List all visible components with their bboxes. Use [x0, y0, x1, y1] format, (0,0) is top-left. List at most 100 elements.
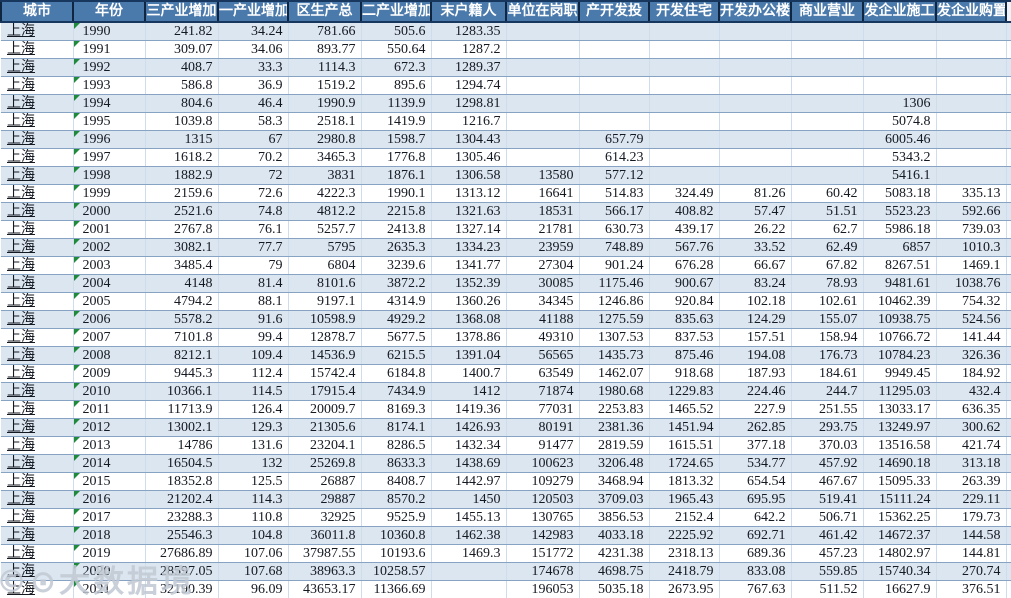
cell-year[interactable]: 2004 — [73, 274, 146, 293]
cell-year[interactable]: 2000 — [73, 202, 146, 221]
cell-value[interactable]: 251.55 — [791, 400, 864, 419]
cell-value[interactable]: 28597.05 — [145, 562, 219, 581]
column-header-10[interactable]: 开发住宅 — [648, 0, 719, 23]
cell-value[interactable]: 8101.6 — [288, 274, 362, 293]
cell-value[interactable]: 1990.9 — [288, 94, 362, 113]
cell-year[interactable]: 2012 — [73, 418, 146, 437]
cell-value[interactable]: 4812.2 — [288, 202, 362, 221]
column-header-5[interactable]: 区生产总 — [287, 0, 361, 23]
cell-value[interactable]: 1010.3 — [936, 238, 1007, 257]
cell-year[interactable]: 1993 — [73, 76, 146, 95]
cell-value[interactable]: 1462.07 — [579, 364, 650, 383]
cell-value[interactable]: 15095.33 — [863, 472, 937, 491]
cell-value[interactable]: 439.17 — [649, 220, 720, 239]
cell-value[interactable]: 114.3 — [218, 490, 289, 509]
cell-year[interactable]: 2005 — [73, 292, 146, 311]
cell-value[interactable]: 10938.75 — [863, 310, 937, 329]
cell-value[interactable]: 3856.53 — [579, 508, 650, 527]
cell-value[interactable] — [936, 130, 1007, 149]
cell-value[interactable]: 1175.46 — [579, 274, 650, 293]
cell-value[interactable]: 21781 — [506, 220, 580, 239]
cell-value[interactable]: 8267.51 — [863, 256, 937, 275]
cell-value[interactable]: 126.4 — [218, 400, 289, 419]
cell-value[interactable]: 370.03 — [791, 436, 864, 455]
cell-value[interactable]: 5083.18 — [863, 184, 937, 203]
cell-value[interactable]: 6804 — [288, 256, 362, 275]
cell-value[interactable]: 804.6 — [145, 94, 219, 113]
cell-city[interactable]: 上海 — [1, 454, 74, 473]
cell-value[interactable]: 107.06 — [218, 544, 289, 563]
cell-value[interactable] — [719, 40, 792, 59]
cell-value[interactable]: 457.92 — [791, 454, 864, 473]
cell-value[interactable]: 9445.3 — [145, 364, 219, 383]
cell-value[interactable]: 10360.8 — [361, 526, 432, 545]
cell-value[interactable]: 5986.18 — [863, 220, 937, 239]
column-header-3[interactable]: 三产业增加 — [144, 0, 218, 23]
cell-value[interactable]: 83.24 — [719, 274, 792, 293]
cell-city[interactable]: 上海 — [1, 202, 74, 221]
cell-value[interactable] — [649, 58, 720, 77]
cell-value[interactable]: 96.09 — [218, 580, 289, 598]
cell-value[interactable]: 157.51 — [719, 328, 792, 347]
cell-value[interactable]: 1246.86 — [579, 292, 650, 311]
cell-value[interactable] — [719, 76, 792, 95]
cell-value[interactable]: 10462.39 — [863, 292, 937, 311]
cell-value[interactable]: 1615.51 — [649, 436, 720, 455]
cell-value[interactable]: 13516.58 — [863, 436, 937, 455]
cell-value[interactable]: 5416.1 — [863, 166, 937, 185]
column-header-7[interactable]: 末户籍人 — [430, 0, 506, 23]
cell-value[interactable]: 10366.1 — [145, 382, 219, 401]
cell-value[interactable]: 21202.4 — [145, 490, 219, 509]
cell-value[interactable] — [506, 22, 580, 41]
cell-value[interactable]: 3465.3 — [288, 148, 362, 167]
cell-value[interactable]: 3206.48 — [579, 454, 650, 473]
cell-value[interactable]: 23959 — [506, 238, 580, 257]
cell-value[interactable] — [936, 166, 1007, 185]
cell-city[interactable]: 上海 — [1, 112, 74, 131]
cell-value[interactable] — [579, 22, 650, 41]
cell-value[interactable] — [579, 76, 650, 95]
cell-value[interactable]: 66.67 — [719, 256, 792, 275]
cell-value[interactable]: 2215.8 — [361, 202, 432, 221]
cell-value[interactable] — [936, 22, 1007, 41]
cell-value[interactable]: 4929.2 — [361, 310, 432, 329]
cell-value[interactable] — [936, 76, 1007, 95]
cell-value[interactable]: 421.74 — [936, 436, 1007, 455]
cell-value[interactable]: 457.23 — [791, 544, 864, 563]
cell-value[interactable]: 60.42 — [791, 184, 864, 203]
cell-value[interactable]: 4698.75 — [579, 562, 650, 581]
cell-value[interactable]: 176.73 — [791, 346, 864, 365]
cell-value[interactable] — [791, 76, 864, 95]
cell-value[interactable]: 326.36 — [936, 346, 1007, 365]
cell-value[interactable]: 56565 — [506, 346, 580, 365]
cell-year[interactable]: 2014 — [73, 454, 146, 473]
cell-value[interactable]: 586.8 — [145, 76, 219, 95]
cell-value[interactable]: 2225.92 — [649, 526, 720, 545]
cell-value[interactable]: 196053 — [506, 580, 580, 598]
column-header-11[interactable]: 开发办公楼 — [718, 0, 791, 23]
cell-value[interactable]: 67.82 — [791, 256, 864, 275]
cell-value[interactable]: 7434.9 — [361, 382, 432, 401]
cell-value[interactable]: 550.64 — [361, 40, 432, 59]
cell-city[interactable]: 上海 — [1, 94, 74, 113]
cell-value[interactable]: 2518.1 — [288, 112, 362, 131]
cell-value[interactable]: 642.2 — [719, 508, 792, 527]
cell-city[interactable]: 上海 — [1, 238, 74, 257]
cell-value[interactable]: 14802.97 — [863, 544, 937, 563]
cell-value[interactable]: 263.39 — [936, 472, 1007, 491]
cell-value[interactable]: 1334.23 — [431, 238, 507, 257]
cell-value[interactable]: 144.81 — [936, 544, 1007, 563]
column-header-8[interactable]: 单位在岗职 — [505, 0, 579, 23]
cell-value[interactable]: 2152.4 — [649, 508, 720, 527]
cell-value[interactable]: 58.3 — [218, 112, 289, 131]
cell-year[interactable]: 1994 — [73, 94, 146, 113]
cell-year[interactable]: 2011 — [73, 400, 146, 419]
cell-value[interactable]: 1315 — [145, 130, 219, 149]
cell-value[interactable]: 14672.37 — [863, 526, 937, 545]
cell-value[interactable] — [936, 94, 1007, 113]
cell-value[interactable]: 102.61 — [791, 292, 864, 311]
cell-year[interactable]: 2021 — [73, 580, 146, 598]
cell-value[interactable]: 70.2 — [218, 148, 289, 167]
cell-value[interactable]: 1283.35 — [431, 22, 507, 41]
cell-value[interactable]: 767.63 — [719, 580, 792, 598]
